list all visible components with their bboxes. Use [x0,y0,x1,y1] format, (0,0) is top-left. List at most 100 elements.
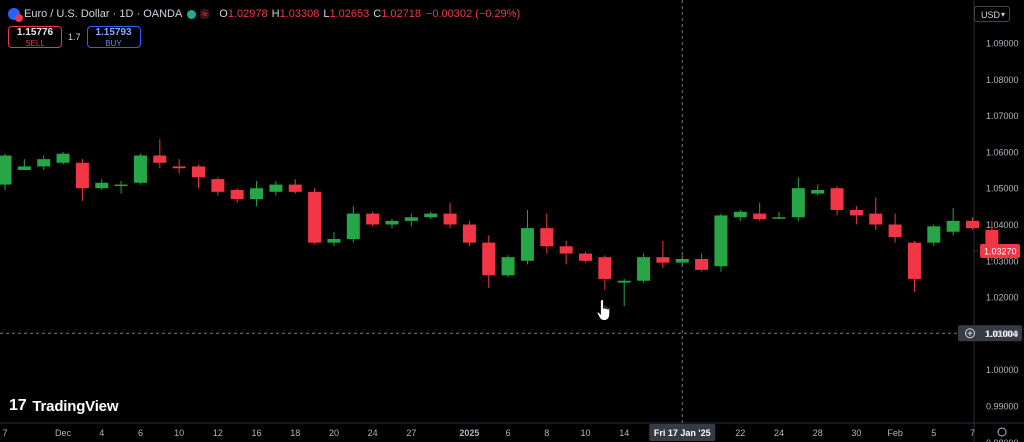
candle-body [385,220,399,225]
candle-body [0,155,12,185]
time-tick-label: 10 [580,428,590,438]
candle-body [946,220,960,232]
time-tick-label: 6 [506,428,511,438]
open-value: 1.02978 [227,8,268,20]
candle [288,179,302,194]
candle-body [695,258,709,270]
tradingview-logo[interactable]: 17 TradingView [9,397,118,415]
price-tick-label: 1.07000 [986,111,1019,121]
sell-button[interactable]: 1.15776 SELL [8,26,62,48]
candle [308,188,322,245]
candle-body [56,153,70,163]
candle [482,235,496,289]
candle-body [95,182,109,189]
candle [791,177,805,221]
candle [211,177,225,196]
time-tick-label: 14 [619,428,629,438]
price-tick-label: 1.04000 [986,220,1019,230]
candle [811,184,825,196]
candle [37,155,51,171]
candle [95,179,109,191]
price-tick-label: 1.09000 [986,39,1019,49]
low-label: L [323,8,330,20]
candle [153,139,167,169]
candle [424,211,438,220]
market-status-icon[interactable] [187,9,197,19]
candle [192,164,205,189]
candle-body [772,217,786,219]
candle-body [192,166,205,178]
candle-body [404,217,418,221]
candle [579,251,592,263]
time-tick-label: 20 [329,428,339,438]
candle-body [269,184,283,192]
time-tick-label: Feb [887,428,903,438]
time-tick-label: 24 [368,428,378,438]
time-axis: 7 Dec 4 6 10 12 16 18 20 24 27 2025 6 8 10 14 22 24 28 30 Fe… [2,427,1007,438]
close-label: C [373,8,382,20]
time-tick-label: 12 [213,428,223,438]
candle-body [424,213,438,218]
candle-body [733,211,747,218]
candle [250,180,264,207]
price-tick-label: 1.06000 [986,147,1019,157]
candle-body [617,280,631,283]
candle-body [598,257,612,279]
time-tick-label: 10 [174,428,184,438]
buy-button[interactable]: 1.15793 BUY [86,26,141,48]
candle-body [288,184,302,192]
candle [133,153,147,185]
time-tick-label: 22 [735,428,745,438]
candle [75,159,89,201]
close-value: 1.02718 [381,8,421,20]
time-tick-label: 8 [544,428,549,438]
candle-body [540,228,554,247]
time-tick-label: 30 [851,428,861,438]
spread-value: 1.7 [68,32,81,42]
candle-body [966,220,979,229]
sell-label: SELL [25,39,45,48]
symbol-title[interactable]: Euro / U.S. Dollar · 1D · OANDA [24,8,183,20]
currency-select[interactable]: USD [974,6,1010,23]
candle [327,231,341,247]
time-tick-label: 18 [290,428,300,438]
candle [269,180,283,196]
price-tick-label: 0.99000 [986,402,1019,412]
candle [888,213,902,243]
candle [753,202,767,221]
candle-body [443,213,457,225]
hand-cursor-icon [596,298,611,321]
candle-body [308,191,322,243]
time-tick-label: 7 [970,428,975,438]
candle [772,211,786,220]
candle [443,202,457,229]
candles [0,139,999,307]
candle [501,255,515,278]
candle-body [17,166,31,171]
candle-body [869,213,883,225]
time-tick-label: 28 [813,428,823,438]
candle-body [172,166,186,169]
candle-body [907,242,921,279]
candle [366,211,380,227]
legend-header: Euro / U.S. Dollar · 1D · OANDA ≈ O 1.02… [8,6,520,22]
candle-body [114,184,128,187]
candle [346,206,360,243]
candle-body [559,246,573,254]
sell-price: 1.15776 [16,27,54,38]
candle [617,278,631,307]
low-value: 1.02653 [329,8,370,20]
candle-body [346,213,360,240]
candle-body [211,179,225,192]
buy-price: 1.15793 [95,27,132,38]
candle [520,209,534,265]
candle-body [791,188,805,218]
candle-body [250,188,264,200]
data-wave-icon[interactable]: ≈ [200,9,210,19]
candle [0,153,12,191]
price-tick-label: 1.08000 [986,75,1019,85]
candle-body [888,224,902,238]
add-alert-icon [965,328,975,339]
candle [56,151,70,165]
